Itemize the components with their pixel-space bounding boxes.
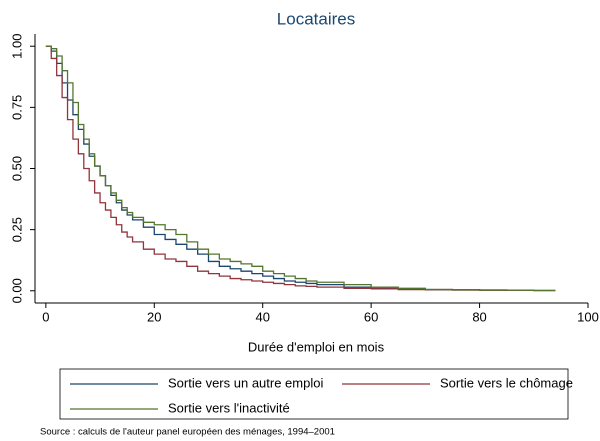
survival-curve (45, 45, 556, 292)
x-tick-label: 0 (42, 309, 49, 324)
x-axis-label: Durée d'emploi en mois (248, 339, 385, 354)
y-tick-label: 0.00 (9, 278, 24, 303)
chart-title: Locataires (277, 9, 355, 28)
y-tick-label: 0.25 (9, 217, 24, 242)
legend-label: Sortie vers un autre emploi (168, 375, 323, 390)
x-tick-label: 100 (577, 309, 599, 324)
survival-curve (45, 45, 556, 292)
x-tick-label: 20 (147, 309, 161, 324)
legend-label: Sortie vers l'inactivité (168, 400, 290, 415)
x-tick-label: 60 (364, 309, 378, 324)
y-tick-label: 0.75 (9, 95, 24, 120)
survival-curve (45, 45, 556, 292)
legend-box (59, 368, 569, 420)
source-note: Source : calculs de l'auteur panel europ… (40, 427, 335, 438)
y-tick-label: 0.50 (9, 156, 24, 181)
x-tick-label: 40 (255, 309, 269, 324)
legend-label: Sortie vers le chômage (440, 375, 573, 390)
x-tick-label: 80 (472, 309, 486, 324)
y-tick-label: 1.00 (9, 34, 24, 59)
